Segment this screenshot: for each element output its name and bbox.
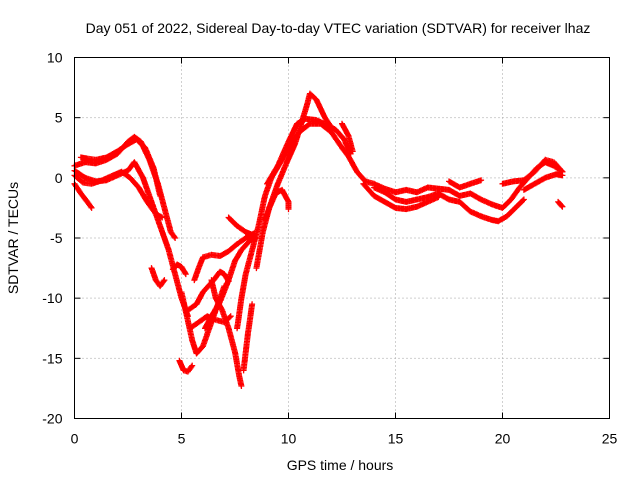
data-points [71,90,566,389]
series-markers [520,171,566,193]
series-markers [225,214,258,239]
series-arc-6 [148,265,168,290]
series-arc-23 [371,184,527,225]
series-arc-20 [264,115,354,187]
y-tick-label: -15 [42,350,62,366]
y-tick-label: -5 [50,230,63,246]
series-markers [240,301,256,374]
series-arc-27 [520,171,566,193]
series-arc-22 [360,180,442,213]
series-arc-16 [225,214,258,239]
series-arc-15 [178,283,228,357]
x-tick-label: 5 [178,431,186,447]
series-arc-17 [234,120,399,332]
series-arc-13 [208,277,245,389]
series-arc-5 [77,136,164,199]
series-markers [262,186,292,223]
series-markers [169,261,189,278]
series-markers [178,283,228,357]
series-markers [360,180,442,213]
series-markers [253,90,335,272]
series-markers [499,156,566,187]
series-markers [148,265,168,290]
x-tick-label: 0 [71,431,79,447]
series-markers [371,184,527,225]
series-arc-8 [176,357,196,375]
series-markers [234,120,399,332]
series-markers [555,198,566,210]
y-tick-label: -10 [42,290,62,306]
plot-frame [74,57,610,419]
series-arc-18 [253,90,335,272]
series-markers [176,357,196,375]
y-tick-labels: 10 5 0 -5 -10 -15 -20 [42,50,62,427]
series-arc-25 [446,177,485,191]
y-tick-label: 5 [55,110,63,126]
x-tick-label: 20 [495,431,511,447]
series-arc-28 [555,198,566,210]
y-tick-label: 0 [55,170,63,186]
series-arc-26 [499,156,566,187]
x-axis-label: GPS time / hours [287,457,394,473]
series-arc-14 [240,301,256,374]
series-arc-7 [169,261,189,278]
x-tick-labels: 0 5 10 15 20 25 [71,431,618,447]
series-markers [339,120,356,155]
series-markers [264,115,354,187]
y-tick-label: 10 [47,50,63,66]
grid-lines [74,57,610,419]
x-tick-label: 10 [281,431,297,447]
series-markers [446,177,485,191]
series-markers [208,277,245,389]
series-arc-21 [339,120,356,155]
x-tick-label: 15 [388,431,404,447]
y-axis-label: SDTVAR / TECUs [5,182,21,294]
series-markers [77,136,164,199]
series-arc-19 [262,186,292,223]
y-tick-label: -20 [42,411,62,427]
chart-title: Day 051 of 2022, Sidereal Day-to-day VTE… [86,20,591,36]
series-arc-9 [191,230,258,284]
x-tick-label: 25 [602,431,618,447]
series-markers [191,230,258,284]
